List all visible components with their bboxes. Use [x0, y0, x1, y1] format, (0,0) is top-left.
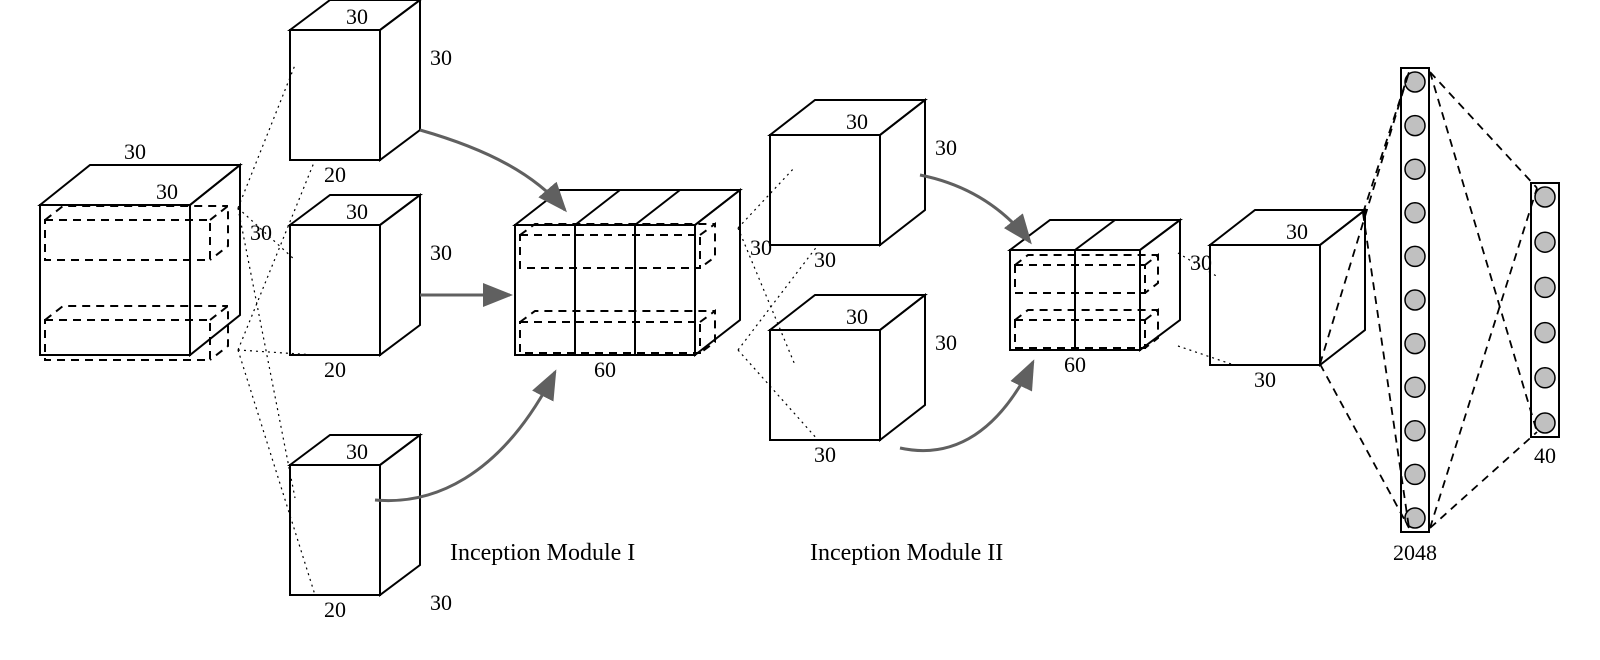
svg-text:30: 30	[814, 442, 836, 467]
fc-layer-0: 2048	[1393, 68, 1437, 565]
input-cube: 30 30 30	[40, 139, 272, 360]
final-cube: 30 30	[1210, 210, 1365, 392]
svg-text:30: 30	[935, 135, 957, 160]
svg-text:30: 30	[346, 4, 368, 29]
svg-text:20: 20	[324, 357, 346, 382]
svg-text:60: 60	[594, 357, 616, 382]
concat-cube-1: 30 60	[515, 190, 772, 382]
svg-text:20: 20	[324, 162, 346, 187]
svg-text:30: 30	[346, 199, 368, 224]
dotted-connections	[238, 65, 1234, 595]
svg-text:30: 30	[935, 330, 957, 355]
concat-cube-2: 30 60	[1010, 220, 1212, 377]
module2-cube-0: 30 30 30	[770, 100, 957, 272]
svg-text:30: 30	[430, 240, 452, 265]
svg-text:30: 30	[1190, 250, 1212, 275]
svg-text:30: 30	[1286, 219, 1308, 244]
svg-text:30: 30	[430, 590, 452, 615]
svg-text:60: 60	[1064, 352, 1086, 377]
module-label: Inception Module I	[450, 540, 635, 566]
svg-text:30: 30	[124, 139, 146, 164]
svg-text:30: 30	[430, 45, 452, 70]
svg-text:30: 30	[846, 304, 868, 329]
svg-text:30: 30	[814, 247, 836, 272]
svg-text:30: 30	[346, 439, 368, 464]
branch-cube-2: 30 30 20	[290, 435, 452, 622]
svg-text:30: 30	[156, 179, 178, 204]
svg-text:2048: 2048	[1393, 540, 1437, 565]
svg-text:30: 30	[250, 220, 272, 245]
svg-text:30: 30	[846, 109, 868, 134]
svg-text:30: 30	[750, 235, 772, 260]
module2-cube-1: 30 30 30	[770, 295, 957, 467]
flow-arrows	[375, 130, 1033, 501]
branch-cube-0: 30 30 20	[290, 0, 452, 187]
module-label: Inception Module II	[810, 540, 1003, 566]
branch-cube-1: 30 30 20	[290, 195, 452, 382]
svg-text:20: 20	[324, 597, 346, 622]
svg-text:40: 40	[1534, 443, 1556, 468]
svg-text:30: 30	[1254, 367, 1276, 392]
